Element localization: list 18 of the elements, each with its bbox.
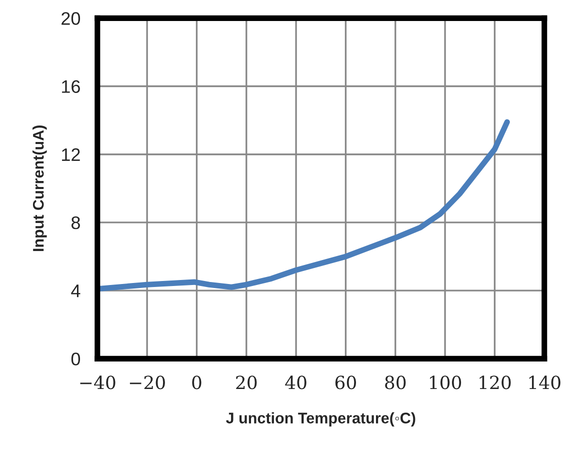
y-tick-label: 20 <box>62 12 80 25</box>
y-tick-label: 0 <box>71 352 80 366</box>
y-tick-label: 8 <box>71 216 80 230</box>
y-tick-label: 4 <box>71 284 80 298</box>
y-tick-label: 12 <box>62 148 80 161</box>
x-tick-label: 0 <box>192 376 202 390</box>
x-tick-label: 120 <box>480 376 511 390</box>
y-axis-title: Input Current(uA) <box>32 126 47 252</box>
x-tick-label: 100 <box>430 376 462 390</box>
x-tick-label: −20 <box>130 376 165 390</box>
x-tick-label: 140 <box>529 376 560 390</box>
x-tick-label: 80 <box>385 376 406 390</box>
x-tick-label: 40 <box>285 376 306 390</box>
x-axis-title: J unction Temperature(◦C) <box>226 412 416 426</box>
x-tick-label: −40 <box>80 376 116 390</box>
x-tick-label: 60 <box>335 376 356 390</box>
y-tick-label: 16 <box>62 80 80 93</box>
x-tick-label: 20 <box>236 376 257 390</box>
